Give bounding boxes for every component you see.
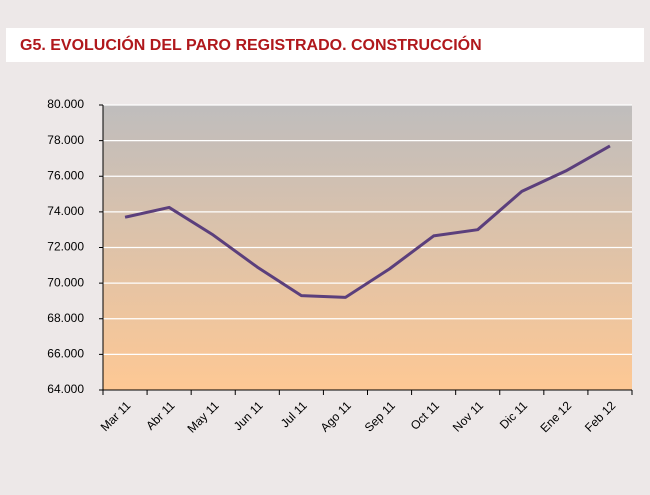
title-band	[6, 28, 644, 62]
line-series	[124, 144, 611, 299]
y-tick-label: 72.000	[47, 240, 84, 254]
chart-title: G5. EVOLUCIÓN DEL PARO REGISTRADO. CONST…	[20, 35, 482, 54]
y-tick-label: 64.000	[47, 382, 84, 396]
y-tick-label: 66.000	[47, 347, 84, 361]
y-tick-label: 76.000	[47, 168, 84, 182]
y-tick-label: 78.000	[47, 133, 84, 147]
y-tick-label: 74.000	[47, 204, 84, 218]
y-tick-label: 80.000	[47, 97, 84, 111]
y-tick-label: 68.000	[47, 311, 84, 325]
y-tick-label: 70.000	[47, 275, 84, 289]
